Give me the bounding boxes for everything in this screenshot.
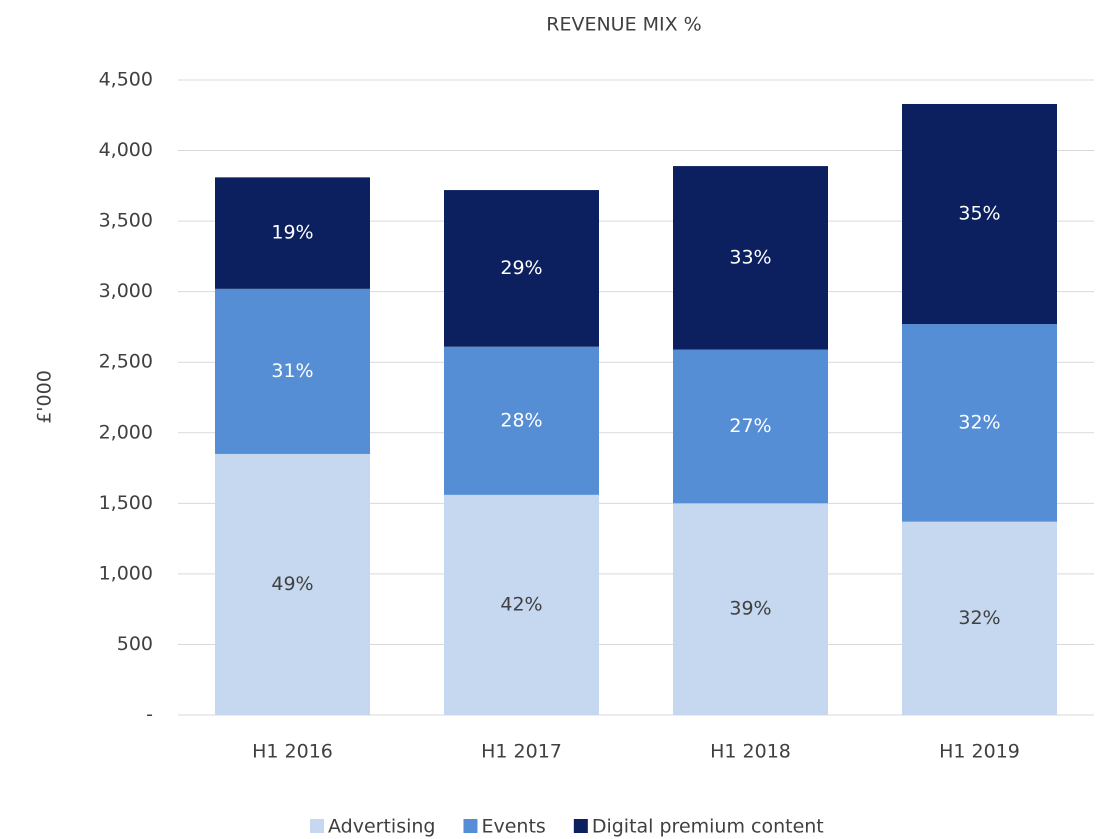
bar-segment (673, 503, 828, 715)
x-tick-label: H1 2017 (481, 741, 562, 763)
y-axis-label: £'000 (34, 370, 56, 424)
x-tick-label: H1 2018 (710, 741, 791, 763)
y-tick-label: 500 (117, 633, 153, 655)
y-tick-label: 4,500 (99, 69, 153, 91)
data-label: 19% (271, 222, 313, 244)
bar-segment (444, 346, 599, 495)
y-tick-label: 3,000 (99, 280, 153, 302)
bar-segment (444, 494, 599, 715)
data-label: 49% (271, 573, 313, 595)
data-label: 32% (958, 607, 1000, 629)
data-label: 28% (500, 409, 542, 431)
bar-segment (215, 177, 370, 289)
data-label: 31% (271, 360, 313, 382)
bar-segment (444, 190, 599, 347)
chart-title: REVENUE MIX % (546, 14, 701, 36)
bar-segment (902, 521, 1057, 715)
y-tick-label: 2,000 (99, 421, 153, 443)
y-tick-label: 1,000 (99, 562, 153, 584)
bar-segment (215, 453, 370, 715)
data-label: 32% (958, 411, 1000, 433)
data-label: 35% (958, 203, 1000, 225)
bar-segment (902, 103, 1057, 325)
x-tick-label: H1 2016 (252, 741, 333, 763)
legend-swatch (310, 819, 324, 833)
legend-swatch (463, 819, 478, 833)
x-tick-label: H1 2019 (939, 741, 1020, 763)
y-tick-label: 1,500 (99, 492, 153, 514)
legend-label: Advertising (328, 816, 435, 838)
data-label: 27% (729, 415, 771, 437)
legend-label: Events (481, 816, 545, 838)
data-label: 29% (500, 257, 542, 279)
bar-segment (215, 288, 370, 454)
bar-segment (902, 324, 1057, 522)
y-tick-label: 3,500 (99, 210, 153, 232)
legend-label: Digital premium content (592, 816, 824, 838)
data-label: 33% (729, 246, 771, 268)
data-label: 42% (500, 593, 542, 615)
legend-swatch (573, 819, 588, 833)
data-label: 39% (729, 598, 771, 620)
bar-segment (673, 349, 828, 504)
y-tick-label: 2,500 (99, 351, 153, 373)
bar-segment (673, 166, 828, 350)
y-tick-label: 4,000 (99, 139, 153, 161)
y-tick-label: - (146, 704, 153, 726)
